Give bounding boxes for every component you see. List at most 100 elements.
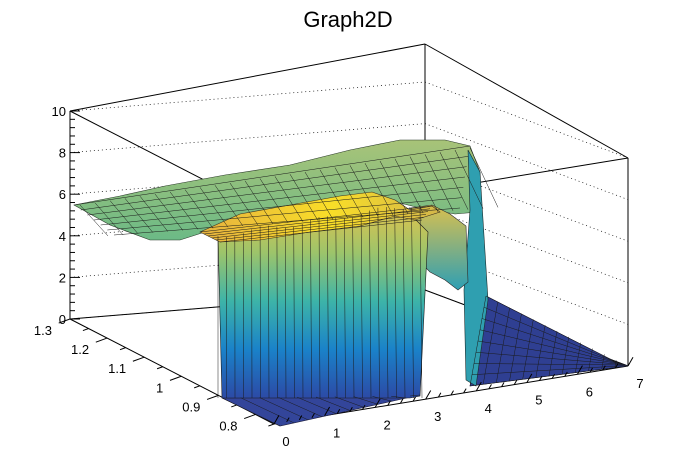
mesh-line-floor-left xyxy=(334,396,365,408)
mesh-line-back xyxy=(94,202,124,236)
mesh-line-floor-row xyxy=(471,365,627,375)
z-tick-label: 8 xyxy=(59,146,66,161)
y-axis: 0.8 0.9 1 1.1 1.2 1.3 xyxy=(34,318,275,433)
z-tick-label: 10 xyxy=(52,104,66,119)
mesh-line-back xyxy=(169,191,199,230)
mesh-line-wall xyxy=(386,207,389,399)
y-tick xyxy=(231,404,238,408)
mesh-line-back-row xyxy=(113,207,461,236)
back-plateau-right-drop xyxy=(463,149,489,387)
mesh-line-wall xyxy=(293,226,295,399)
mesh-line-back xyxy=(469,147,499,208)
x-tick xyxy=(501,382,505,387)
y-tick xyxy=(132,356,145,362)
mesh-line-floor-row xyxy=(469,365,629,387)
surface-plot xyxy=(73,139,629,427)
x-tick xyxy=(589,367,594,373)
mesh-line-floor xyxy=(588,348,593,372)
mesh-line-back xyxy=(349,165,379,217)
x-tick xyxy=(273,415,280,425)
y-tick xyxy=(206,394,219,400)
y-tick-label: 1.3 xyxy=(34,323,52,338)
x-tick xyxy=(602,365,606,371)
mesh-line-back xyxy=(109,200,139,234)
mesh-line-floor xyxy=(522,319,534,380)
mesh-line-back xyxy=(289,174,319,221)
surface-mesh xyxy=(73,145,629,427)
mesh-line-back-row xyxy=(73,145,471,206)
mesh-line-back xyxy=(214,185,244,227)
mesh-line-floor xyxy=(575,342,581,373)
mesh-line-back xyxy=(139,196,169,232)
mesh-line-wall xyxy=(301,223,304,399)
mesh-line-floor-left xyxy=(221,397,281,427)
mesh-line-wall xyxy=(411,208,414,399)
mesh-line-floor-row xyxy=(485,295,617,363)
mesh-line-back-row xyxy=(87,166,467,216)
x-tick-label: 7 xyxy=(636,376,643,391)
z-tick-label: 4 xyxy=(59,229,66,244)
x-tick xyxy=(324,406,331,416)
mesh-line-back xyxy=(274,176,304,222)
gridline-left-wall xyxy=(69,81,426,112)
mesh-line-wall xyxy=(268,225,270,399)
x-tick xyxy=(374,398,381,408)
mesh-line-back xyxy=(124,198,154,233)
x-tick xyxy=(488,384,492,390)
x-tick xyxy=(564,371,568,377)
mesh-line-wall xyxy=(344,218,346,399)
y-tick xyxy=(268,423,275,427)
mesh-line-wall xyxy=(419,205,423,399)
gridline-right-wall xyxy=(424,206,629,284)
mesh-line-floor-left xyxy=(259,397,309,421)
mesh-line-wall xyxy=(360,214,363,399)
gridline-right-wall xyxy=(424,123,629,200)
frame-edge-7 xyxy=(69,43,426,112)
mesh-line-back xyxy=(79,204,109,237)
y-tick-label: 1.1 xyxy=(108,361,126,376)
mesh-line-back xyxy=(364,163,394,216)
mesh-line-back xyxy=(379,160,409,215)
x-tick xyxy=(387,400,391,406)
mesh-line-back xyxy=(394,158,424,214)
x-tick xyxy=(463,388,467,394)
frame-edge-6 xyxy=(424,43,629,159)
x-axis: 0 1 2 3 4 5 6 7 xyxy=(273,357,644,449)
x-tick xyxy=(399,398,404,404)
z-tick-label: 6 xyxy=(59,187,66,202)
mesh-line-top-row xyxy=(219,219,423,243)
mesh-line-floor-left xyxy=(297,396,337,414)
y-tick xyxy=(95,337,108,343)
mesh-line-back xyxy=(184,189,214,229)
y-tick-label: 1 xyxy=(156,380,163,395)
y-tick xyxy=(82,328,89,332)
mesh-line-top-row xyxy=(215,216,425,241)
mesh-line-back xyxy=(454,149,484,209)
x-tick xyxy=(298,415,303,421)
mesh-line-top-row xyxy=(199,205,433,233)
x-tick xyxy=(286,417,290,423)
gridline-right-wall xyxy=(424,81,629,159)
mesh-line-wall xyxy=(402,209,406,399)
y-tick xyxy=(119,347,126,351)
mesh-line-floor xyxy=(509,313,522,382)
x-tick-label: 6 xyxy=(586,384,593,399)
mesh-line-floor-left xyxy=(315,396,351,411)
mesh-line-back xyxy=(424,154,454,211)
mesh-line-back xyxy=(244,180,274,225)
mesh-line-wall xyxy=(369,210,372,399)
mesh-line-top-row xyxy=(203,208,431,235)
mesh-line-wall xyxy=(310,219,312,399)
mesh-line-back xyxy=(439,152,469,210)
mesh-line-floor-row xyxy=(479,329,621,364)
mesh-line-wall xyxy=(276,226,278,399)
mesh-line-floor-left xyxy=(391,395,407,399)
mesh-line-floor xyxy=(561,336,570,375)
chart-title: Graph2D xyxy=(303,7,392,32)
y-tick-label: 0.8 xyxy=(219,418,237,433)
mesh-line-wall xyxy=(394,208,397,399)
x-tick xyxy=(614,363,619,369)
mesh-line-back-row xyxy=(93,176,466,221)
mesh-line-floor xyxy=(535,325,546,378)
mesh-line-back xyxy=(409,156,439,212)
